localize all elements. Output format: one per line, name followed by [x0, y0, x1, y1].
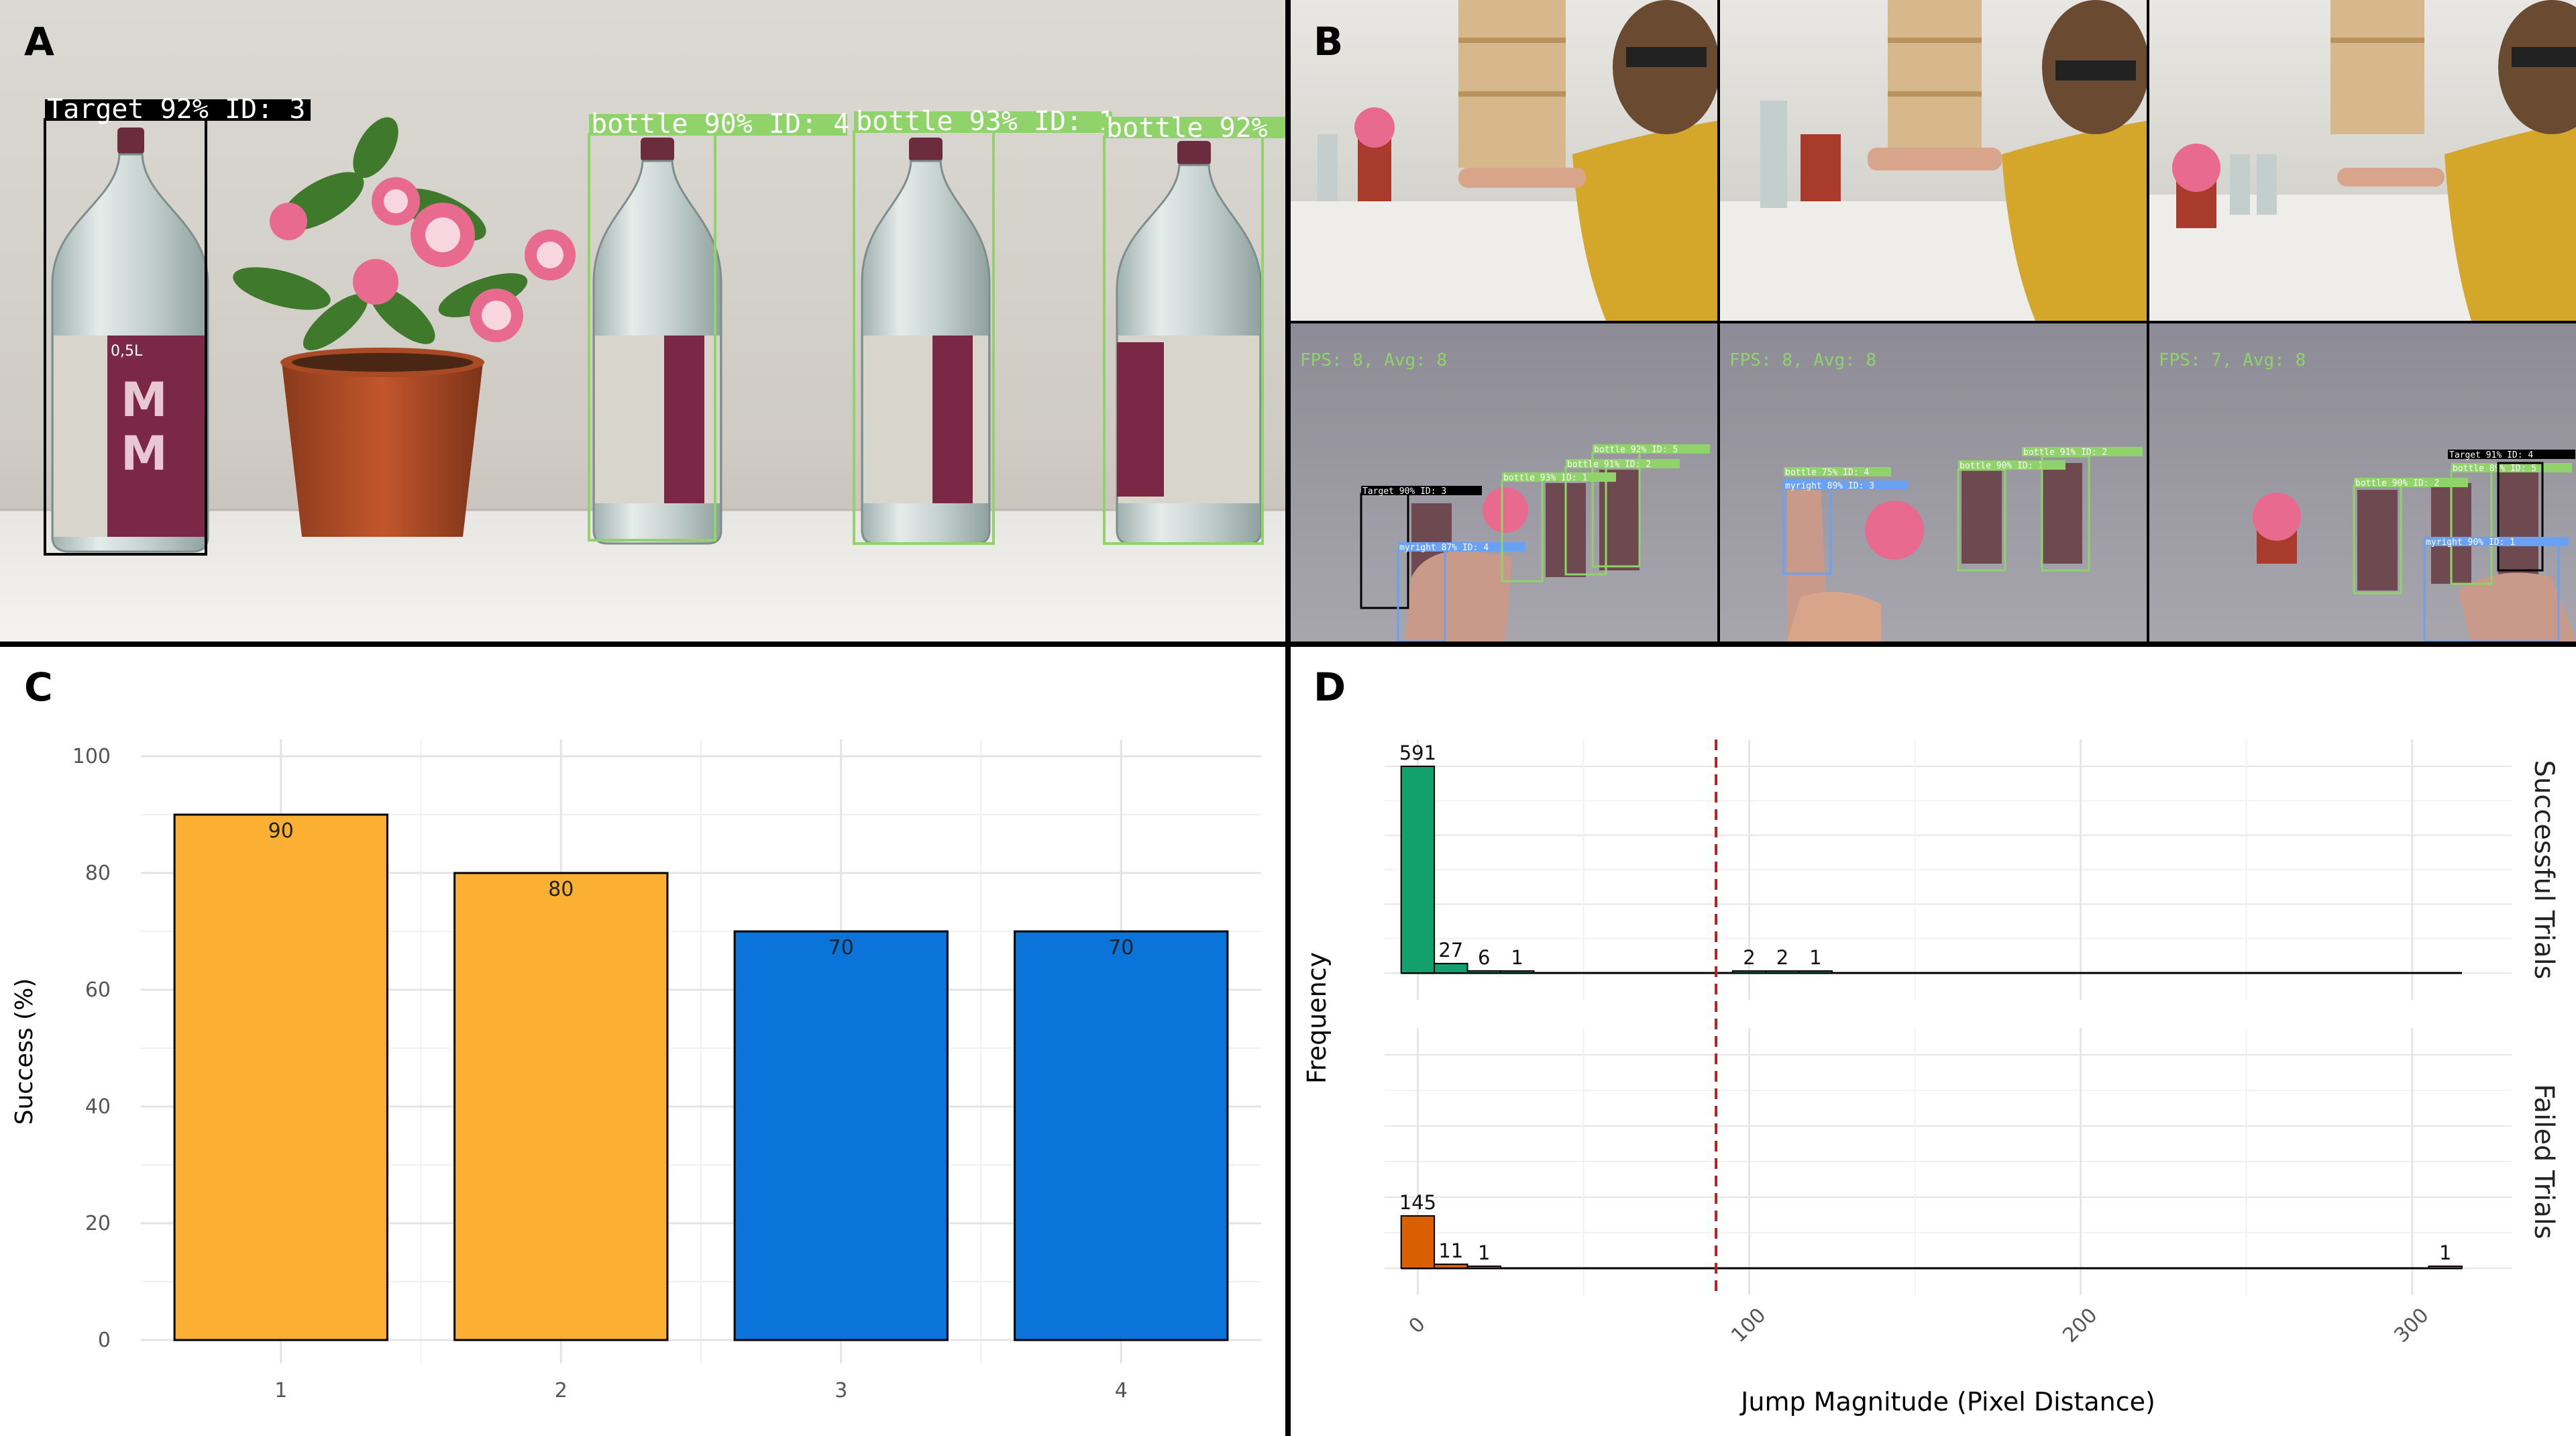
- x-tick-label: 100: [1727, 1304, 1770, 1347]
- bottom-frame-3: FPS: 7, Avg: 8 bottle 90% ID: 2 bottle 8…: [2149, 323, 2576, 642]
- hist-bin-label: 1: [1809, 946, 1821, 969]
- photo-a: M M 0,5L: [0, 0, 1285, 642]
- b3-label-target: Target 91% ID: 4: [2449, 450, 2533, 460]
- bottom-frame-2: FPS: 8, Avg: 8 myright 89% ID: 3 bottle …: [1720, 323, 2147, 642]
- fps-text-1: FPS: 8, Avg: 8: [1300, 350, 1447, 370]
- hist-bin-label: 11: [1438, 1239, 1463, 1262]
- detection-label-target: Target 92% ID: 3: [47, 94, 305, 125]
- fps-text-2: FPS: 8, Avg: 8: [1729, 350, 1876, 370]
- top-frame-2: [1720, 0, 2149, 321]
- svg-text:M: M: [121, 372, 168, 427]
- b1-label-hand: myright 87% ID: 4: [1399, 543, 1489, 553]
- x-tick-label: 1: [274, 1379, 287, 1402]
- hist-bin-label: 145: [1399, 1191, 1436, 1214]
- b1-label-bottle-1: bottle 93% ID: 1: [1503, 473, 1587, 483]
- hist-bin-label: 1: [1511, 946, 1523, 969]
- panel-letter-a: A: [24, 19, 54, 64]
- b2-label-bottle-4: bottle 75% ID: 4: [1785, 468, 1869, 478]
- panel-letter-c: C: [24, 664, 53, 710]
- bottle-1: M M 0,5L: [51, 127, 209, 553]
- hist-bin-label: 2: [1776, 946, 1788, 969]
- b3-label-bottle-5: bottle 89% ID: 5: [2453, 464, 2536, 474]
- x-tick-label: 200: [2058, 1304, 2102, 1347]
- top-frame-1: [1291, 0, 1720, 321]
- bar-data-label: 80: [548, 878, 574, 901]
- bottle-4: [1116, 141, 1263, 545]
- hist-bin: [1400, 1215, 1436, 1269]
- b3-label-bottle-2: bottle 90% ID: 2: [2355, 478, 2439, 489]
- hist-bin: [2428, 1266, 2463, 1269]
- bottom-frame-1: FPS: 8, Avg: 8 Target 90% ID: 3 myright …: [1291, 323, 1717, 642]
- panel-a: M M 0,5L: [0, 0, 1285, 642]
- bar-data-label: 70: [1108, 936, 1134, 960]
- bar-1: [173, 813, 388, 1341]
- y-tick-label: 60: [85, 978, 111, 1002]
- hist-bin: [1798, 970, 1833, 974]
- hist-bin: [1466, 970, 1501, 974]
- hist-bin-label: 1: [1478, 1241, 1490, 1264]
- b2-label-bottle-1: bottle 90% ID: 1: [1960, 461, 2043, 471]
- b2-label-hand: myright 89% ID: 3: [1785, 481, 1874, 491]
- x-tick-label: 300: [2390, 1304, 2433, 1347]
- hist-bin-label: 1: [2439, 1241, 2451, 1264]
- bar-data-label: 70: [828, 936, 854, 960]
- bottle-2: [592, 138, 722, 545]
- panel-d: 591 27 6 1 2 2 1 Successful Trials 145 11 1 1 Failed…: [1291, 646, 2576, 1436]
- photo-grid-b: FPS: 8, Avg: 8 Target 90% ID: 3 myright …: [1291, 0, 2576, 642]
- x-tick-label: 0: [1405, 1313, 1430, 1338]
- svg-text:M: M: [121, 426, 168, 481]
- panel-letter-b: B: [1313, 19, 1344, 64]
- hist-bin: [1434, 962, 1468, 974]
- bar-data-label: 90: [268, 819, 294, 843]
- hist-bin-label: 591: [1399, 741, 1436, 764]
- b1-label-bottle-5: bottle 92% ID: 5: [1594, 445, 1678, 455]
- success-bar-chart: 0 20 40 60 80 100 90 1 80 2 70 3 70 4 Success (%): [11, 739, 1261, 1402]
- bottle-volume: 0,5L: [111, 343, 143, 360]
- b2-label-bottle-2: bottle 91% ID: 2: [2023, 448, 2107, 458]
- y-axis-label: Success (%): [11, 978, 38, 1125]
- x-tick-label: 4: [1115, 1379, 1128, 1402]
- divider-horizontal: [0, 642, 2576, 647]
- x-tick-label: 2: [555, 1379, 568, 1402]
- hist-bin: [1400, 766, 1436, 974]
- facet-strip-label: Failed Trials: [2528, 1084, 2559, 1239]
- x-tick-label: 3: [835, 1379, 847, 1402]
- panel-b: FPS: 8, Avg: 8 Target 90% ID: 3 myright …: [1291, 0, 2576, 642]
- fps-text-3: FPS: 7, Avg: 8: [2159, 350, 2306, 370]
- top-frame-3: [2149, 0, 2576, 321]
- bar-2: [453, 872, 669, 1341]
- hist-bin: [1499, 970, 1535, 974]
- hist-bin: [1731, 970, 1767, 974]
- divider-vertical: [1285, 0, 1291, 1436]
- detection-label-bottle-3: bottle 92% I: [1106, 113, 1285, 144]
- b3-label-hand: myright 90% ID: 1: [2426, 537, 2515, 548]
- y-tick-label: 100: [72, 745, 111, 768]
- y-tick-label: 80: [85, 862, 111, 885]
- bar-4: [1014, 930, 1229, 1341]
- hist-bin-label: 2: [1743, 946, 1755, 969]
- panel-c: 0 20 40 60 80 100 90 1 80 2 70 3 70 4 Success (%) C: [0, 646, 1285, 1436]
- panel-letter-d: D: [1313, 664, 1346, 710]
- facet-strip-label: Successful Trials: [2528, 760, 2559, 980]
- hist-bin-label: 27: [1438, 939, 1463, 962]
- y-axis-label: Frequency: [1302, 952, 1332, 1084]
- hist-bin-label: 6: [1478, 946, 1490, 969]
- detection-label-bottle-1: bottle 93% ID: 1: [856, 106, 1114, 137]
- bar-3: [733, 930, 949, 1341]
- y-tick-label: 40: [85, 1095, 111, 1119]
- potted-plant: [233, 117, 576, 537]
- hist-bin: [1466, 1266, 1501, 1269]
- y-tick-label: 20: [85, 1212, 111, 1235]
- y-tick-label: 0: [98, 1329, 111, 1352]
- bottle-3: [861, 138, 991, 545]
- b1-label-bottle-2: bottle 91% ID: 2: [1567, 460, 1651, 470]
- detection-label-bottle-4: bottle 90% ID: 4: [591, 109, 849, 140]
- x-axis-label: Jump Magnitude (Pixel Distance): [1739, 1387, 2155, 1417]
- b1-label-target: Target 90% ID: 3: [1362, 486, 1446, 497]
- hist-bin: [1765, 970, 1800, 974]
- hist-bin: [1434, 1264, 1468, 1270]
